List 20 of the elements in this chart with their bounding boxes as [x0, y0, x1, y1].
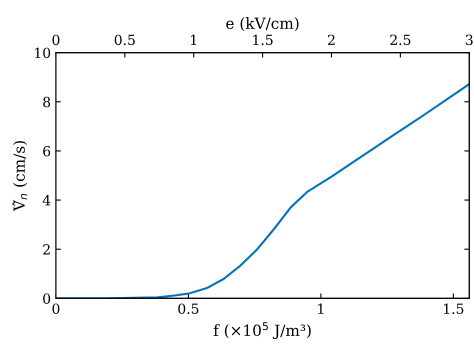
- x2-tick-label: 1: [190, 34, 196, 45]
- x2-axis-title: e (kV/cm): [226, 17, 299, 32]
- x2-tick-label: 2: [328, 34, 335, 45]
- y-tick-label: 10: [35, 48, 50, 58]
- x-axis-title: f (×10$^{5}$ J/m³): [214, 322, 311, 340]
- x2-tick-label: 1.5: [253, 34, 273, 46]
- y-tick-label: 2: [43, 244, 50, 254]
- x2-tick-label: 0: [52, 34, 60, 46]
- x-tick-label: 1.5: [444, 303, 464, 314]
- x2-tick-label: 3: [466, 34, 473, 46]
- y-tick-label: 8: [43, 96, 50, 108]
- x-tick-label: 0.5: [178, 303, 198, 314]
- y-tick-label: 4: [42, 195, 50, 206]
- x-tick-label: 1: [318, 303, 324, 314]
- y-axis-title: V̂$_{n}$ (cm/s): [12, 141, 28, 212]
- y-tick-label: 6: [43, 146, 50, 156]
- x2-tick-label: 2.5: [390, 34, 410, 46]
- x2-tick-label: 0.5: [114, 34, 135, 46]
- y-tick-label: 0: [43, 293, 50, 304]
- x-tick-label: 0: [52, 303, 60, 314]
